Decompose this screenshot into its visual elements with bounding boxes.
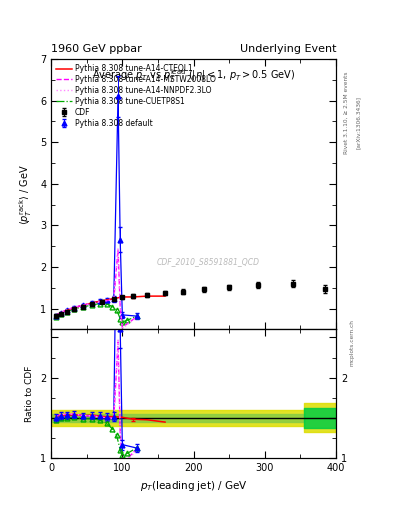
Pythia 8.308 tune-CUETP8S1	[59, 311, 63, 317]
Pythia 8.308 tune-A14-MSTW2008LO	[54, 312, 59, 318]
Pythia 8.308 tune-CUETP8S1	[104, 301, 109, 307]
Text: 1960 GeV ppbar: 1960 GeV ppbar	[51, 44, 142, 54]
Text: mcplots.cern.ch: mcplots.cern.ch	[350, 319, 355, 367]
Pythia 8.308 tune-CUETP8S1	[64, 308, 69, 314]
Pythia 8.308 tune-A14-NNPDF2.3LO	[116, 245, 120, 251]
Text: Average $p_{T}$ vs $p_{T}^{\rm lead}$ ($|\eta| < 1$, $p_{T} > 0.5$ GeV): Average $p_{T}$ vs $p_{T}^{\rm lead}$ ($…	[92, 67, 295, 84]
Line: Pythia 8.308 tune-CUETP8S1: Pythia 8.308 tune-CUETP8S1	[56, 304, 137, 322]
Legend: Pythia 8.308 tune-A14-CTEQL1, Pythia 8.308 tune-A14-MSTW2008LO, Pythia 8.308 tun: Pythia 8.308 tune-A14-CTEQL1, Pythia 8.3…	[55, 62, 217, 130]
Pythia 8.308 tune-CUETP8S1	[118, 315, 123, 322]
Pythia 8.308 tune-A14-MSTW2008LO	[112, 296, 116, 303]
Pythia 8.308 tune-A14-NNPDF2.3LO	[97, 299, 102, 305]
Text: [arXiv:1306.3436]: [arXiv:1306.3436]	[356, 96, 361, 150]
Pythia 8.308 tune-CUETP8S1	[110, 304, 115, 310]
Pythia 8.308 tune-A14-CTEQL1	[59, 310, 63, 316]
Pythia 8.308 tune-A14-CTEQL1	[100, 297, 105, 304]
Pythia 8.308 tune-A14-MSTW2008LO	[72, 304, 76, 310]
Pythia 8.308 tune-A14-NNPDF2.3LO	[134, 315, 139, 321]
Line: Pythia 8.308 tune-A14-MSTW2008LO: Pythia 8.308 tune-A14-MSTW2008LO	[56, 249, 137, 327]
Pythia 8.308 tune-A14-MSTW2008LO	[118, 304, 123, 310]
Pythia 8.308 tune-A14-MSTW2008LO	[120, 324, 125, 330]
Pythia 8.308 tune-CUETP8S1	[114, 307, 119, 313]
Text: CDF_2010_S8591881_QCD: CDF_2010_S8591881_QCD	[156, 258, 259, 266]
Pythia 8.308 tune-CUETP8S1	[134, 313, 139, 319]
Pythia 8.308 tune-A14-NNPDF2.3LO	[118, 303, 123, 309]
Pythia 8.308 tune-A14-MSTW2008LO	[134, 314, 139, 320]
Pythia 8.308 tune-A14-CTEQL1	[163, 293, 167, 299]
Pythia 8.308 tune-A14-MSTW2008LO	[97, 298, 102, 305]
Pythia 8.308 tune-A14-MSTW2008LO	[59, 309, 63, 315]
Pythia 8.308 tune-A14-NNPDF2.3LO	[81, 302, 86, 308]
Pythia 8.308 tune-CUETP8S1	[90, 302, 95, 308]
Pythia 8.308 tune-A14-CTEQL1	[64, 307, 69, 313]
Pythia 8.308 tune-A14-CTEQL1	[54, 312, 59, 318]
Pythia 8.308 tune-CUETP8S1	[120, 319, 125, 325]
Pythia 8.308 tune-CUETP8S1	[81, 304, 86, 310]
Line: Pythia 8.308 tune-A14-NNPDF2.3LO: Pythia 8.308 tune-A14-NNPDF2.3LO	[56, 248, 137, 328]
Pythia 8.308 tune-A14-CTEQL1	[72, 305, 76, 311]
Pythia 8.308 tune-CUETP8S1	[125, 317, 130, 324]
X-axis label: $p_{T}$(leading jet) / GeV: $p_{T}$(leading jet) / GeV	[140, 479, 248, 493]
Line: Pythia 8.308 tune-A14-CTEQL1: Pythia 8.308 tune-A14-CTEQL1	[56, 296, 165, 315]
Pythia 8.308 tune-A14-NNPDF2.3LO	[54, 312, 59, 318]
Y-axis label: $\langle p_{T}^{\rm rack} \rangle$ / GeV: $\langle p_{T}^{\rm rack} \rangle$ / GeV	[18, 164, 35, 225]
Pythia 8.308 tune-A14-NNPDF2.3LO	[72, 304, 76, 310]
Pythia 8.308 tune-A14-CTEQL1	[90, 300, 95, 306]
Y-axis label: Ratio to CDF: Ratio to CDF	[26, 366, 35, 422]
Pythia 8.308 tune-A14-CTEQL1	[130, 294, 135, 300]
Pythia 8.308 tune-A14-NNPDF2.3LO	[104, 297, 109, 304]
Pythia 8.308 tune-A14-MSTW2008LO	[81, 302, 86, 308]
Pythia 8.308 tune-A14-MSTW2008LO	[90, 300, 95, 306]
Pythia 8.308 tune-CUETP8S1	[54, 314, 59, 320]
Pythia 8.308 tune-A14-CTEQL1	[112, 295, 116, 302]
Text: Underlying Event: Underlying Event	[239, 44, 336, 54]
Pythia 8.308 tune-A14-CTEQL1	[120, 294, 125, 300]
Pythia 8.308 tune-A14-MSTW2008LO	[116, 246, 120, 252]
Pythia 8.308 tune-A14-MSTW2008LO	[104, 297, 109, 304]
Pythia 8.308 tune-A14-CTEQL1	[145, 293, 150, 299]
Pythia 8.308 tune-A14-NNPDF2.3LO	[59, 309, 63, 315]
Pythia 8.308 tune-A14-NNPDF2.3LO	[112, 297, 116, 303]
Pythia 8.308 tune-A14-NNPDF2.3LO	[90, 300, 95, 306]
Pythia 8.308 tune-A14-NNPDF2.3LO	[64, 307, 69, 313]
Pythia 8.308 tune-A14-MSTW2008LO	[64, 307, 69, 313]
Pythia 8.308 tune-A14-NNPDF2.3LO	[120, 325, 125, 331]
Pythia 8.308 tune-CUETP8S1	[97, 301, 102, 307]
Pythia 8.308 tune-A14-CTEQL1	[81, 302, 86, 308]
Text: Rivet 3.1.10, ≥ 2.5M events: Rivet 3.1.10, ≥ 2.5M events	[344, 71, 349, 154]
Pythia 8.308 tune-CUETP8S1	[72, 306, 76, 312]
